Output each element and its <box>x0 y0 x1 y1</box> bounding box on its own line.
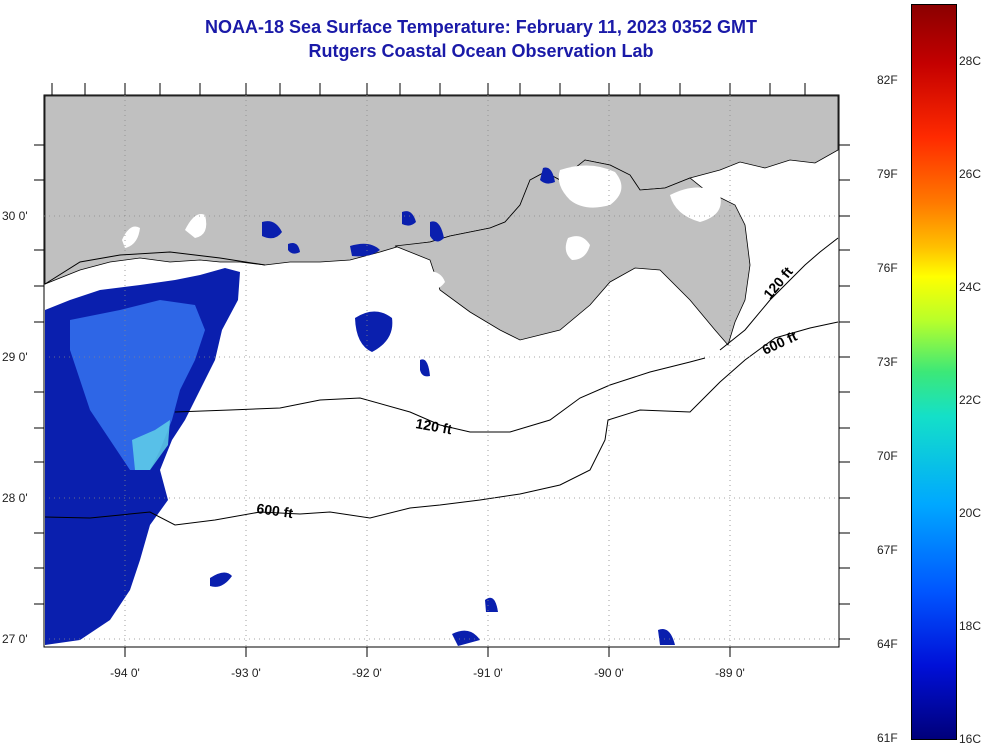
map-subtitle: Rutgers Coastal Ocean Observation Lab <box>308 41 654 61</box>
grid <box>44 95 839 647</box>
colorbar-c-label: 24C <box>959 280 982 294</box>
sst-speckle-north-d <box>350 243 380 257</box>
colorbar-f-label: 67F <box>877 543 898 557</box>
lon-label: -93 0' <box>231 666 261 680</box>
sst-speckle-east-d <box>658 629 675 645</box>
colorbar-f-label: 70F <box>877 449 898 463</box>
lat-label: 28 0' <box>2 491 28 505</box>
contour-coast <box>44 251 266 285</box>
sst-speckle-east-c <box>485 597 498 612</box>
lake <box>185 214 207 238</box>
sst-data <box>45 167 675 646</box>
colorbar-f-label: 73F <box>877 355 898 369</box>
color-scale-bar <box>911 4 957 740</box>
colorbar-c-label: 22C <box>959 393 982 407</box>
lake <box>351 259 385 280</box>
sst-patch-mid <box>70 300 205 470</box>
sst-speckle-north-a <box>262 221 282 239</box>
sst-speckle-mid-a <box>210 572 232 587</box>
colorbar-f-label: 82F <box>877 73 898 87</box>
contour-600ft-shelf <box>44 321 839 526</box>
sst-patch-warm <box>132 420 170 470</box>
sst-speckle-mid-b <box>420 359 430 377</box>
lake <box>558 165 622 208</box>
lon-label: -94 0' <box>110 666 140 680</box>
lat-label: 27 0' <box>2 632 28 646</box>
lon-label: -91 0' <box>473 666 503 680</box>
lon-label: -92 0' <box>352 666 382 680</box>
map-title: NOAA-18 Sea Surface Temperature: Februar… <box>205 17 757 37</box>
lake <box>122 226 140 248</box>
sst-speckle-east-b <box>452 630 480 646</box>
depth-contours <box>44 237 839 526</box>
lat-label: 29 0' <box>2 350 28 364</box>
sst-speckle-north-b <box>402 211 416 226</box>
colorbar-c-label: 28C <box>959 54 982 68</box>
lake <box>565 236 590 260</box>
contour-label: 600 ft <box>256 500 295 521</box>
colorbar-f-label: 79F <box>877 167 898 181</box>
contour-120ft-shelf <box>174 357 706 433</box>
sst-speckle-north-c <box>430 221 444 242</box>
contour-120ft-east <box>719 237 839 351</box>
lake <box>418 271 445 291</box>
colorbar-f-label: 61F <box>877 731 898 745</box>
colorbar-f-label: 76F <box>877 261 898 275</box>
sst-speckle-north-f <box>288 243 300 254</box>
colorbar-c-label: 26C <box>959 167 982 181</box>
lat-label: 30 0' <box>2 209 28 223</box>
sst-speckle-north-e <box>540 167 555 184</box>
colorbar-c-label: 18C <box>959 619 982 633</box>
ticks <box>34 83 850 657</box>
colorbar-c-label: 20C <box>959 506 982 520</box>
lon-label: -90 0' <box>594 666 624 680</box>
sst-speckle-east-a <box>355 311 393 352</box>
colorbar-f-label: 64F <box>877 637 898 651</box>
colorbar-c-label: 16C <box>959 732 982 746</box>
lon-label: -89 0' <box>715 666 745 680</box>
lake <box>670 187 721 222</box>
contour-label: 120 ft <box>414 415 453 437</box>
